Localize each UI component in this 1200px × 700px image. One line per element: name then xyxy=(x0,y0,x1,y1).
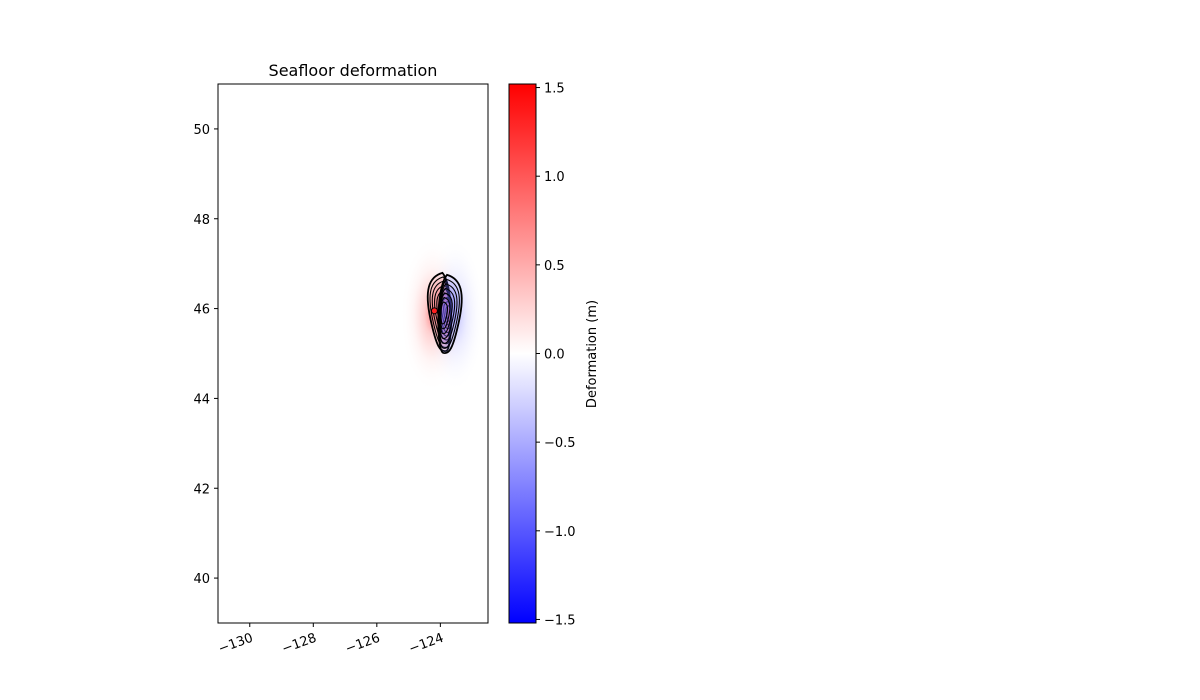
x-axis: −130 −128 −126 −124 xyxy=(216,623,446,657)
y-tick-label: 42 xyxy=(193,482,210,497)
colorbar-tick-label: −0.5 xyxy=(544,436,576,451)
colorbar-axis: −1.5 −1.0 −0.5 0.0 0.5 1.0 1.5 xyxy=(536,82,576,628)
colorbar-tick-label: −1.5 xyxy=(544,613,576,628)
y-tick-label: 46 xyxy=(193,303,210,318)
x-tick-label: −126 xyxy=(343,631,382,657)
contour-lines xyxy=(426,271,463,355)
chart-title: Seafloor deformation xyxy=(269,61,438,80)
plot-frame xyxy=(217,83,489,624)
contour-line xyxy=(440,301,449,325)
x-tick-label: −128 xyxy=(280,631,319,657)
uplift-peak xyxy=(430,307,438,315)
y-tick-label: 48 xyxy=(193,213,210,228)
colorbar xyxy=(508,83,537,624)
colorbar-label: Deformation (m) xyxy=(585,300,600,408)
colorbar-tick-label: 1.0 xyxy=(544,170,565,185)
colorbar-tick-label: 1.5 xyxy=(544,82,565,97)
colorbar-tick-label: −1.0 xyxy=(544,525,576,540)
y-tick-label: 50 xyxy=(193,123,210,138)
y-tick-label: 40 xyxy=(193,572,210,587)
subsidence-region xyxy=(425,236,486,393)
x-tick-label: −130 xyxy=(216,631,255,657)
colorbar-tick-label: 0.0 xyxy=(544,348,565,363)
y-tick-label: 44 xyxy=(193,392,210,407)
y-axis: 40 42 44 46 48 50 xyxy=(193,123,218,587)
x-tick-label: −124 xyxy=(407,631,446,657)
colorbar-tick-label: 0.5 xyxy=(544,259,565,274)
